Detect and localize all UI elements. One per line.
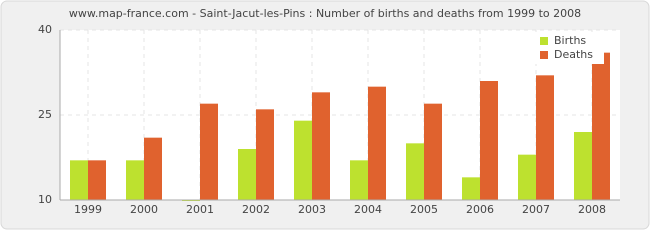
chart: www.map-france.com - Saint-Jacut-les-Pin…	[0, 0, 650, 230]
bar	[294, 120, 312, 200]
x-tick-label: 2004	[354, 203, 382, 216]
bar	[536, 75, 554, 200]
bar	[350, 160, 368, 200]
y-tick-label: 40	[38, 23, 52, 36]
bar	[88, 160, 106, 200]
bar	[424, 103, 442, 200]
legend-label: Births	[554, 34, 586, 47]
bar	[70, 160, 88, 200]
bar	[592, 52, 610, 200]
x-tick-label: 2005	[410, 203, 438, 216]
bar	[368, 86, 386, 200]
x-tick-label: 2002	[242, 203, 270, 216]
legend-swatch	[540, 51, 548, 59]
bar	[256, 109, 274, 200]
bar	[200, 103, 218, 200]
x-tick-label: 2006	[466, 203, 494, 216]
bar	[574, 132, 592, 200]
y-tick-label: 10	[38, 193, 52, 206]
x-tick-label: 2008	[578, 203, 606, 216]
x-tick-label: 2007	[522, 203, 550, 216]
bar	[462, 177, 480, 200]
x-tick-label: 2003	[298, 203, 326, 216]
legend-swatch	[540, 37, 548, 45]
x-tick-label: 2000	[130, 203, 158, 216]
x-tick-label: 2001	[186, 203, 214, 216]
y-tick-label: 25	[38, 108, 52, 121]
x-tick-label: 1999	[74, 203, 102, 216]
bar	[144, 137, 162, 200]
bar	[126, 160, 144, 200]
legend-label: Deaths	[554, 48, 593, 61]
bar	[518, 154, 536, 200]
bar	[312, 92, 330, 200]
bar	[480, 81, 498, 200]
bar	[238, 149, 256, 200]
chart-title: www.map-france.com - Saint-Jacut-les-Pin…	[69, 7, 581, 20]
bar	[406, 143, 424, 200]
